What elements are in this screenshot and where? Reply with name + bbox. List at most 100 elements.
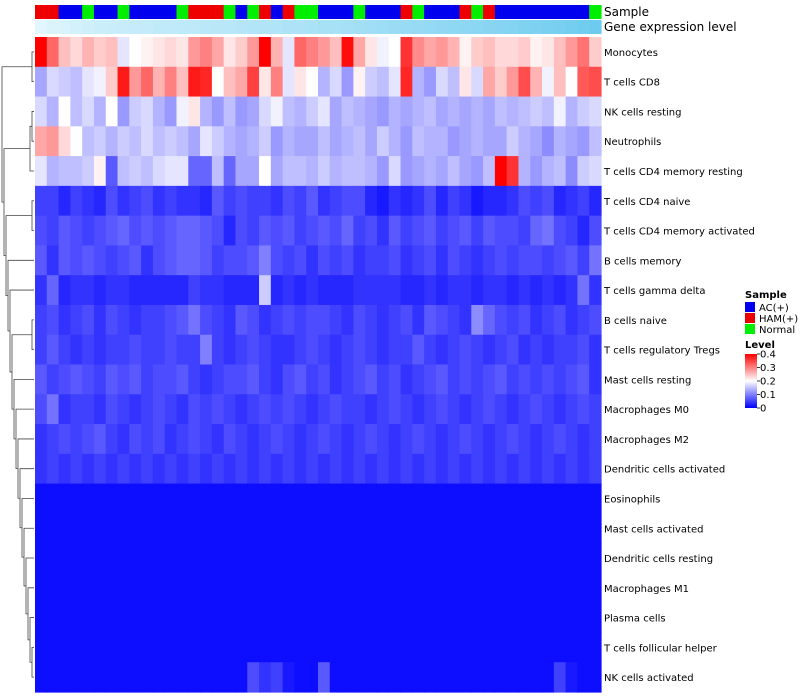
expression-cell xyxy=(282,20,296,34)
heatmap-cell xyxy=(553,424,567,455)
heatmap-cell xyxy=(506,394,520,425)
heatmap-cell xyxy=(129,394,142,425)
heatmap-cell xyxy=(58,364,71,395)
expression-cell xyxy=(471,20,484,34)
heatmap-cell xyxy=(424,185,437,217)
sample-cell xyxy=(565,5,579,19)
heatmap-cell xyxy=(565,334,579,366)
heatmap-cell xyxy=(412,513,425,544)
sample-cell xyxy=(494,5,508,19)
heatmap-cell xyxy=(105,602,119,634)
heatmap-cell xyxy=(176,275,189,306)
heatmap-cell xyxy=(577,126,590,157)
sample-cell xyxy=(365,5,378,19)
heatmap-cell xyxy=(565,37,579,68)
heatmap-cell xyxy=(483,483,496,514)
heatmap-cell xyxy=(152,185,166,217)
heatmap-cell xyxy=(152,394,166,425)
heatmap-cell xyxy=(70,245,83,276)
heatmap-cell xyxy=(141,185,154,217)
heatmap-cell xyxy=(518,66,531,98)
heatmap-cell xyxy=(459,394,472,425)
heatmap-cell xyxy=(46,394,60,425)
heatmap-cell xyxy=(530,662,543,693)
heatmap-cell xyxy=(247,453,260,485)
heatmap-cell xyxy=(105,632,119,663)
heatmap-cell xyxy=(412,245,425,276)
heatmap-cell xyxy=(518,156,531,187)
heatmap-cell xyxy=(494,275,508,306)
heatmap-cell xyxy=(152,453,166,485)
heatmap-cell xyxy=(105,453,119,485)
heatmap-cell xyxy=(105,245,119,276)
heatmap-cell xyxy=(164,334,178,366)
heatmap-cell xyxy=(223,453,237,485)
heatmap-cell xyxy=(483,543,496,574)
heatmap-cell xyxy=(70,156,83,187)
heatmap-cell xyxy=(530,245,543,276)
heatmap-cell xyxy=(82,602,95,634)
heatmap-cell xyxy=(141,37,154,68)
heatmap-cell xyxy=(164,394,178,425)
heatmap-cell xyxy=(459,96,472,127)
heatmap-cell xyxy=(176,364,189,395)
heatmap-cell xyxy=(518,632,531,663)
sample-cell xyxy=(294,5,307,19)
heatmap-cell xyxy=(447,394,461,425)
heatmap-cell xyxy=(105,513,119,544)
heatmap-cell xyxy=(294,602,307,634)
heatmap-cell xyxy=(247,424,260,455)
heatmap-cell xyxy=(282,424,296,455)
heatmap-cell xyxy=(35,156,48,187)
sample-cell xyxy=(518,5,531,19)
heatmap-cell xyxy=(235,453,248,485)
heatmap-cell xyxy=(35,304,48,336)
heatmap-cell xyxy=(483,37,496,68)
heatmap-cell xyxy=(329,543,343,574)
heatmap-cell xyxy=(530,275,543,306)
heatmap-cell xyxy=(70,424,83,455)
heatmap-cell xyxy=(235,96,248,127)
heatmap-cell xyxy=(494,394,508,425)
expression-cell xyxy=(589,20,602,34)
heatmap-cell xyxy=(388,126,402,157)
heatmap-cell xyxy=(424,572,437,604)
heatmap-cell xyxy=(211,304,225,336)
heatmap-cell xyxy=(259,662,272,693)
heatmap-cell xyxy=(471,334,484,366)
heatmap-cell xyxy=(58,185,71,217)
heatmap-cell xyxy=(235,275,248,306)
heatmap-cell xyxy=(270,37,284,68)
heatmap-cell xyxy=(435,662,449,693)
heatmap-cell xyxy=(35,66,48,98)
heatmap-cell xyxy=(82,275,95,306)
heatmap-cell xyxy=(35,185,48,217)
heatmap-cell xyxy=(459,126,472,157)
heatmap-cell xyxy=(589,96,602,127)
heatmap-cell xyxy=(164,66,178,98)
heatmap-cell xyxy=(223,66,237,98)
dendrogram-branch xyxy=(31,200,34,231)
heatmap-cell xyxy=(46,513,60,544)
heatmap-cell xyxy=(176,37,189,68)
heatmap-cell xyxy=(353,66,366,98)
heatmap-cell xyxy=(553,215,567,247)
heatmap-cell xyxy=(435,185,449,217)
heatmap-cell xyxy=(58,304,71,336)
heatmap-cell xyxy=(424,424,437,455)
heatmap-cell xyxy=(483,275,496,306)
heatmap-cell xyxy=(93,632,107,663)
heatmap-cell xyxy=(188,572,201,604)
heatmap-cell xyxy=(176,453,189,485)
heatmap-cell xyxy=(117,245,130,276)
heatmap-cell xyxy=(306,66,319,98)
heatmap-cell xyxy=(200,394,213,425)
heatmap-cell xyxy=(365,185,378,217)
heatmap-cell xyxy=(341,245,354,276)
sample-legend-title: Sample xyxy=(745,290,787,301)
heatmap-cell xyxy=(329,96,343,127)
sample-cell xyxy=(282,5,296,19)
heatmap-cell xyxy=(400,304,413,336)
heatmap-cell xyxy=(506,602,520,634)
heatmap-cell xyxy=(530,453,543,485)
